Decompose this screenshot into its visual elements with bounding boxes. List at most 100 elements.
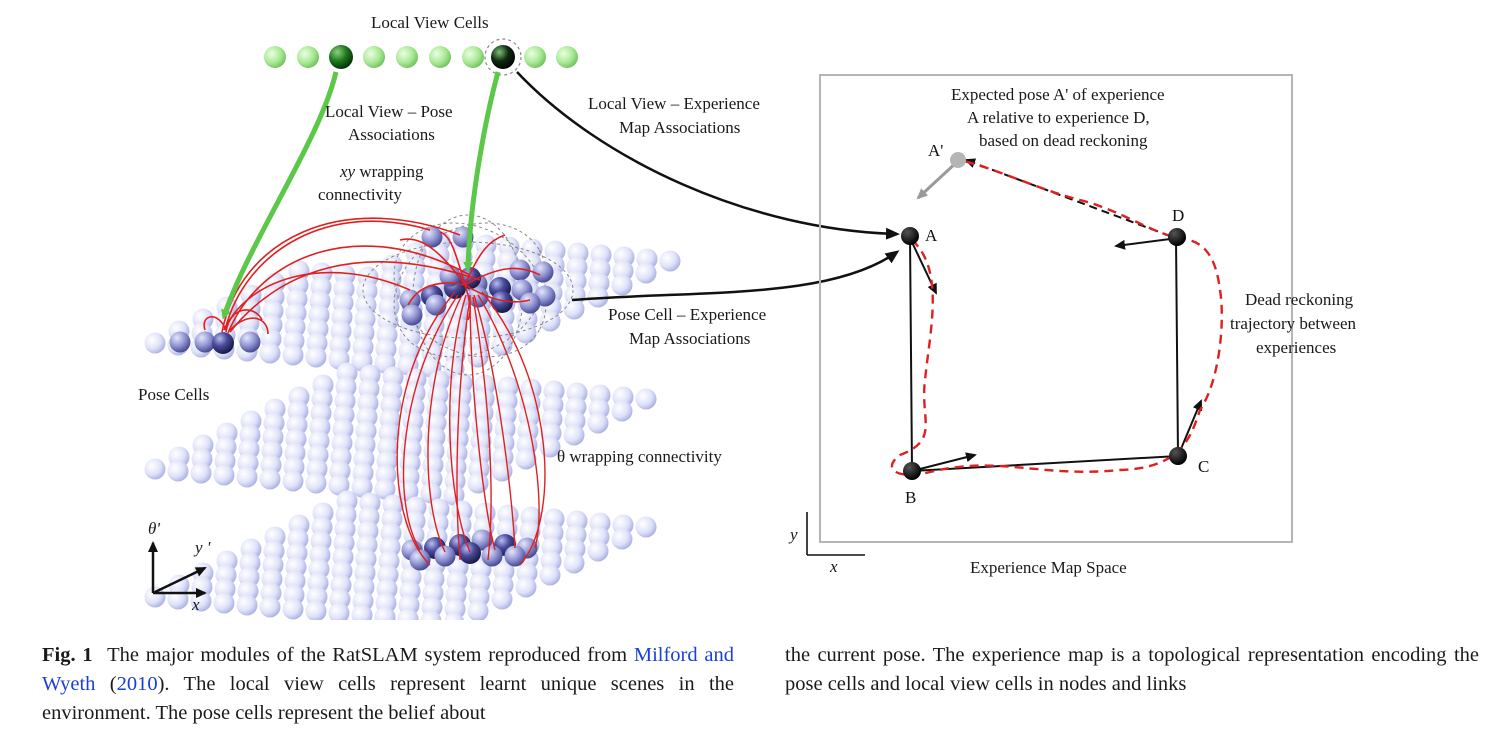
pose-cell-sphere xyxy=(467,600,489,620)
pose-cell-sphere xyxy=(213,464,235,486)
pose-cell-sphere xyxy=(467,346,489,368)
node-a-label: A xyxy=(925,226,938,245)
pose-cell-sphere xyxy=(144,332,166,354)
caption-text-part3: the current pose. The experience map is … xyxy=(785,644,1479,695)
pose-cell-sphere xyxy=(491,334,513,356)
pose-cell-sphere xyxy=(259,596,281,618)
experience-map-axes xyxy=(806,512,865,556)
dead-reckoning-label-line1: Dead reckoning xyxy=(1245,290,1354,309)
pose-cell-sphere xyxy=(515,322,537,344)
figure-caption-right: the current pose. The experience map is … xyxy=(785,641,1479,699)
active-pose-cell xyxy=(425,294,447,316)
active-pose-cell xyxy=(421,226,443,248)
active-pose-cell xyxy=(409,549,431,571)
pose-cell-sphere xyxy=(351,476,373,498)
caption-text-part1: The major modules of the RatSLAM system … xyxy=(107,644,628,666)
pose-cell-sphere xyxy=(282,344,304,366)
active-pose-cell xyxy=(434,545,456,567)
pose-cell-sphere xyxy=(467,472,489,494)
active-pose-cell xyxy=(519,292,541,314)
dead-reckoning-label-line2: trajectory between xyxy=(1230,314,1357,333)
experience-nodes xyxy=(901,152,1187,480)
expected-pose-label-line1: Expected pose A' of experience xyxy=(951,85,1165,104)
pose-cell-sphere xyxy=(190,462,212,484)
figure-caption-left: Fig. 1 The major modules of the RatSLAM … xyxy=(42,641,734,728)
node-d-label: D xyxy=(1172,206,1184,225)
node-c-label: C xyxy=(1198,457,1209,476)
active-pose-cell xyxy=(239,331,261,353)
pose-cell-sphere xyxy=(611,274,633,296)
pose-cell-sphere xyxy=(259,342,281,364)
pose-cell-sphere xyxy=(397,480,419,502)
pose-cell-sphere xyxy=(236,594,258,616)
pc-exp-assoc-label-line2: Map Associations xyxy=(629,329,750,348)
pose-cell-sphere xyxy=(539,310,561,332)
pose-cell-sphere xyxy=(563,424,585,446)
theta-wrapping-label: θ wrapping connectivity xyxy=(557,447,722,466)
active-pose-cell xyxy=(467,286,489,308)
experience-map-box xyxy=(819,74,1293,543)
expected-pose-link xyxy=(964,158,1171,237)
expected-pose-label-line3: based on dead reckoning xyxy=(979,131,1148,150)
lv-pose-assoc-label-line2: Associations xyxy=(348,125,435,144)
experience-map-space-label: Experience Map Space xyxy=(970,558,1127,577)
pose-cell-sphere xyxy=(351,604,373,620)
dead-reckoning-label-line3: experiences xyxy=(1256,338,1336,357)
xy-wrapping-label-line2: connectivity xyxy=(318,185,403,204)
xy-wrapping-label-line1: xy wrapping xyxy=(339,162,424,181)
pose-cell-sphere xyxy=(305,346,327,368)
active-pose-cell xyxy=(481,545,503,567)
pose-cell-sphere xyxy=(305,472,327,494)
pose-cell-sphere xyxy=(443,484,465,506)
pose-cell-sphere xyxy=(328,602,350,620)
pose-cell-sphere xyxy=(282,470,304,492)
pose-cell-sphere xyxy=(635,388,657,410)
pose-cell-sphere xyxy=(515,576,537,598)
citation-open: ( xyxy=(95,673,117,695)
active-pose-cell xyxy=(532,261,554,283)
pose-cell-sphere xyxy=(420,610,442,620)
active-pose-cell xyxy=(212,332,234,354)
pose-cell-sphere xyxy=(515,448,537,470)
axis-y-prime-label: y ' xyxy=(193,538,211,557)
pose-cell-sphere xyxy=(635,262,657,284)
pose-cell-sphere xyxy=(443,612,465,620)
active-pose-cell xyxy=(194,331,216,353)
pose-cell-sphere xyxy=(167,460,189,482)
active-pose-cells xyxy=(169,226,556,571)
pose-cell-sphere xyxy=(659,250,681,272)
expected-pose-heading xyxy=(916,159,960,200)
citation-year-link[interactable]: 2010 xyxy=(116,673,158,695)
experience-links xyxy=(909,235,1203,472)
pose-cell-sphere xyxy=(539,564,561,586)
lv-exp-assoc-label-line1: Local View – Experience xyxy=(588,94,760,113)
expected-pose-label-line2: A relative to experience D, xyxy=(967,108,1150,127)
pose-cell-sphere xyxy=(420,482,442,504)
figure-number: Fig. 1 xyxy=(42,644,93,666)
pose-cell-sphere xyxy=(236,466,258,488)
pose-cell-sphere xyxy=(213,592,235,614)
pose-cell-sphere xyxy=(491,588,513,610)
active-pose-cell xyxy=(401,304,423,326)
active-pose-cell xyxy=(169,331,191,353)
citation-authors-link[interactable]: Milford and Wyeth xyxy=(42,644,735,695)
lv-exp-assoc-label-line2: Map Associations xyxy=(619,118,740,137)
pose-cell-sphere xyxy=(144,458,166,480)
experience-association-arrows xyxy=(516,71,900,302)
pose-cell-sphere xyxy=(635,516,657,538)
pose-cells-label: Pose Cells xyxy=(138,385,209,404)
caption-text-part2: ). The local view cells represent learnt… xyxy=(42,673,734,724)
local-view-cells-row xyxy=(264,38,578,76)
pose-cell-sphere xyxy=(563,552,585,574)
axis-x-label: x xyxy=(191,595,200,614)
local-view-cells-label: Local View Cells xyxy=(371,13,489,32)
pc-exp-assoc-label-line1: Pose Cell – Experience xyxy=(608,305,766,324)
active-pose-cell xyxy=(459,542,481,564)
axis-theta-label: θ' xyxy=(148,519,160,538)
pose-cell-sphere xyxy=(259,468,281,490)
dead-reckoning-trajectory xyxy=(891,158,1223,477)
pose-cell-sphere xyxy=(587,286,609,308)
map-axis-x-label: x xyxy=(829,557,838,576)
pose-cell-axes xyxy=(148,541,207,598)
pose-cell-sphere xyxy=(397,608,419,620)
